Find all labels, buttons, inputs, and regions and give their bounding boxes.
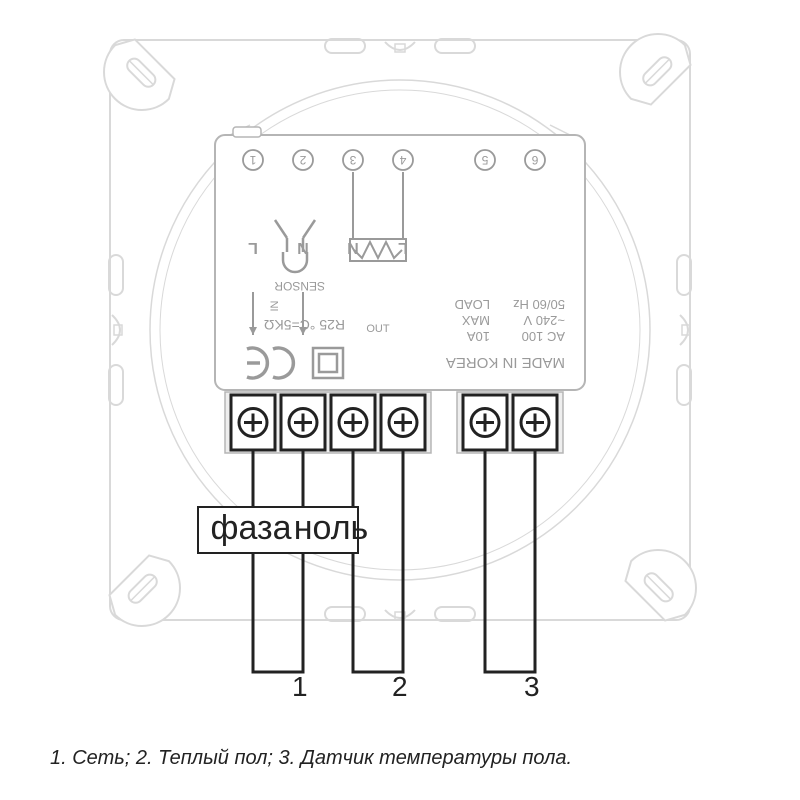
svg-text:3: 3	[349, 153, 356, 167]
svg-text:1: 1	[292, 671, 308, 702]
svg-text:MADE IN KOREA: MADE IN KOREA	[446, 354, 565, 371]
svg-text:AC 100: AC 100	[522, 329, 565, 344]
svg-text:LOAD: LOAD	[455, 297, 490, 312]
svg-text:ноль: ноль	[294, 509, 369, 547]
svg-text:IN: IN	[269, 300, 281, 311]
svg-text:N: N	[297, 239, 309, 256]
svg-text:6: 6	[531, 153, 538, 167]
svg-text:2: 2	[299, 153, 306, 167]
svg-text:фаза: фаза	[211, 509, 292, 547]
svg-text:50/60 Hz: 50/60 Hz	[513, 297, 565, 312]
svg-text:OUT: OUT	[366, 323, 390, 335]
svg-text:10A: 10A	[467, 329, 490, 344]
wiring-diagram: MADE IN KOREAAC 100~240 V50/60 Hz10AMAXL…	[0, 0, 800, 720]
svg-text:L: L	[248, 239, 258, 256]
svg-text:MAX: MAX	[462, 313, 491, 328]
svg-text:2: 2	[392, 671, 408, 702]
svg-text:1: 1	[249, 153, 256, 167]
svg-text:SENSOR: SENSOR	[274, 279, 325, 293]
svg-text:5: 5	[481, 153, 488, 167]
svg-text:3: 3	[524, 671, 540, 702]
caption-text: 1. Сеть; 2. Теплый пол; 3. Датчик темпер…	[50, 747, 572, 770]
svg-text:4: 4	[399, 153, 406, 167]
svg-text:~240 V: ~240 V	[523, 313, 565, 328]
